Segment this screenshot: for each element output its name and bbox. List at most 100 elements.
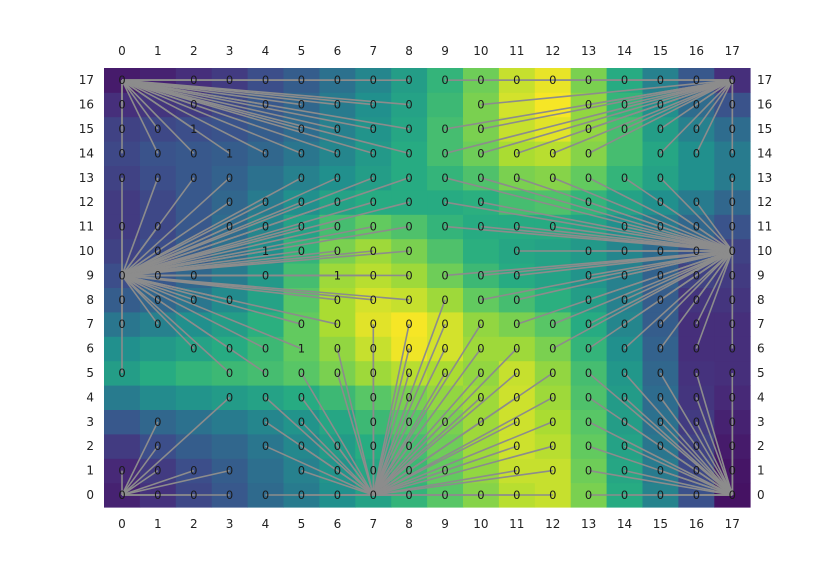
- heatmap-cell: [678, 336, 715, 362]
- x-tick-label-bottom: 6: [334, 517, 342, 531]
- cell-value-label: 0: [693, 488, 700, 502]
- cell-value-label: 0: [154, 122, 161, 136]
- x-tick-label-top: 5: [298, 44, 306, 58]
- cell-value-label: 0: [729, 342, 736, 356]
- cell-value-label: 0: [405, 122, 412, 136]
- connection-line: [121, 421, 159, 496]
- connection-line: [121, 79, 266, 155]
- cell-value-label: 0: [298, 73, 305, 87]
- cell-value-label: 0: [118, 366, 125, 380]
- cell-value-label: 0: [549, 390, 556, 404]
- x-axis-top-ticks: 0 1 2 3 4 5 6 7 8 9 10 11 12 13 14 15 16 17: [118, 44, 740, 58]
- cell-value-label: 0: [190, 488, 197, 502]
- cell-value-label: 0: [549, 464, 556, 478]
- cell-value-label: 0: [729, 464, 736, 478]
- cell-value-label: 0: [405, 488, 412, 502]
- cell-value-label: 0: [657, 98, 664, 112]
- y-tick-label-left: 4: [86, 390, 94, 404]
- cell-value-label: 0: [549, 366, 556, 380]
- connection-line: [121, 226, 159, 276]
- y-tick-label-left: 1: [86, 464, 94, 478]
- cell-value-label: 0: [621, 244, 628, 258]
- cell-value-label: 0: [729, 195, 736, 209]
- connection-line: [552, 177, 733, 252]
- cell-value-label: 0: [405, 342, 412, 356]
- cell-value-label: 0: [513, 390, 520, 404]
- connection-line: [372, 396, 554, 496]
- cell-value-label: 0: [405, 73, 412, 87]
- heatmap-cell: [175, 434, 213, 459]
- cell-value-label: 0: [657, 342, 664, 356]
- cell-value-label: 0: [477, 220, 484, 234]
- x-tick-label-top: 12: [545, 44, 560, 58]
- cell-value-label: 0: [154, 146, 161, 160]
- cell-value-label: 0: [621, 488, 628, 502]
- cell-value-label: 0: [585, 366, 592, 380]
- heatmap-cell: [391, 92, 428, 118]
- heatmap-cell: [104, 409, 141, 435]
- cell-value-label: 0: [298, 220, 305, 234]
- cell-value-label: 0: [513, 268, 520, 282]
- heatmap-cell: [534, 409, 572, 435]
- cell-value-label: 0: [621, 415, 628, 429]
- y-tick-label-left: 10: [79, 244, 94, 258]
- cell-value-label: 0: [441, 268, 448, 282]
- cell-value-label: 0: [693, 366, 700, 380]
- cell-value-label: 0: [477, 342, 484, 356]
- connection-line: [552, 225, 733, 252]
- cell-value-label: 0: [585, 317, 592, 331]
- cell-value-label: 0: [585, 342, 592, 356]
- cell-value-label: 0: [657, 415, 664, 429]
- cell-value-label: 0: [693, 464, 700, 478]
- cell-value-label: 0: [513, 415, 520, 429]
- connection-line: [659, 250, 733, 325]
- cell-value-label: 0: [405, 415, 412, 429]
- y-tick-label-right: 6: [757, 342, 765, 356]
- connection-line: [624, 225, 733, 252]
- cell-value-label: 0: [477, 268, 484, 282]
- cell-value-label: 0: [549, 220, 556, 234]
- connection-line: [695, 445, 733, 496]
- connection-line: [552, 79, 733, 155]
- cell-value-label: 0: [262, 342, 269, 356]
- cell-value-label: 0: [657, 268, 664, 282]
- connection-line: [121, 274, 195, 350]
- connection-line: [659, 177, 733, 252]
- heatmap-cell: [427, 92, 464, 118]
- cell-value-label: 0: [729, 390, 736, 404]
- cell-value-label: 0: [693, 244, 700, 258]
- cell-value-label: 0: [226, 171, 233, 185]
- heatmap-cell: [391, 165, 428, 191]
- cell-value-label: 0: [262, 439, 269, 453]
- y-tick-label-right: 8: [757, 293, 765, 307]
- connection-line: [121, 201, 266, 277]
- cell-value-label: 0: [657, 439, 664, 453]
- cell-value-label: 0: [693, 220, 700, 234]
- x-tick-label-bottom: 7: [369, 517, 377, 531]
- connection-line: [121, 469, 159, 496]
- cell-value-label: 0: [729, 488, 736, 502]
- cell-value-label: 0: [585, 390, 592, 404]
- cell-value-label: 0: [334, 146, 341, 160]
- cell-value-label: 0: [621, 439, 628, 453]
- connection-line: [695, 79, 734, 154]
- cell-value-label: 0: [693, 439, 700, 453]
- heatmap-cell: [391, 190, 428, 215]
- cell-value-label: 0: [513, 439, 520, 453]
- connection-line: [373, 445, 554, 496]
- connection-line: [373, 469, 517, 496]
- connection-line: [480, 79, 733, 130]
- connection-line: [121, 225, 338, 277]
- heatmap-cell: [175, 360, 213, 386]
- cell-value-label: 0: [154, 171, 161, 185]
- y-tick-label-left: 5: [86, 366, 94, 380]
- connection-line: [695, 79, 733, 130]
- cell-value-label: 0: [585, 73, 592, 87]
- connection-line: [336, 372, 375, 496]
- cell-value-label: 0: [513, 220, 520, 234]
- y-tick-label-left: 7: [86, 317, 94, 331]
- connection-line: [121, 250, 159, 277]
- cell-value-label: 0: [441, 122, 448, 136]
- heatmap-cell: [247, 141, 284, 166]
- cell-value-label: 0: [657, 488, 664, 502]
